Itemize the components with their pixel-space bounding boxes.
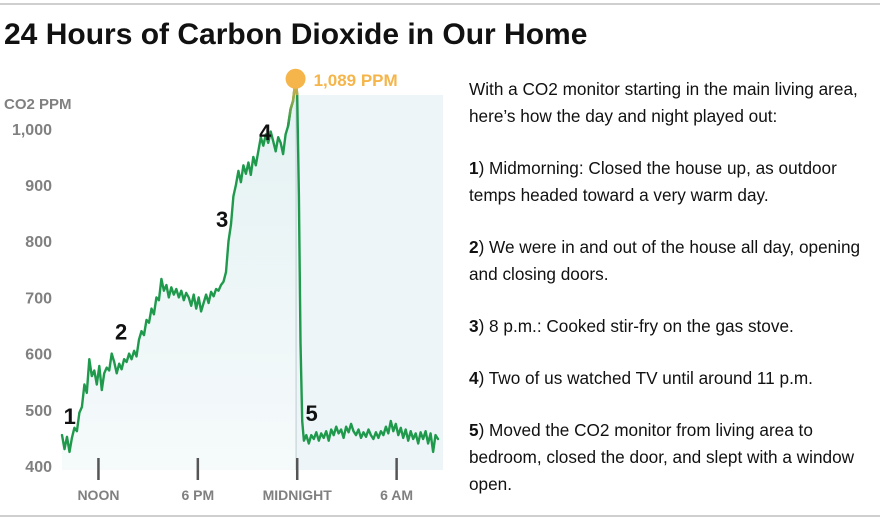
note-number: 3 [469, 316, 479, 336]
night-background [295, 95, 443, 470]
annotation-marker: 3 [216, 207, 228, 232]
note-item-1: 1) Midmorning: Closed the house up, as o… [469, 155, 877, 209]
note-item-4: 4) Two of us watched TV until around 11 … [469, 365, 877, 392]
note-number: 1 [469, 158, 479, 178]
annotation-marker: 4 [259, 120, 272, 145]
x-tick-label: MIDNIGHT [263, 487, 333, 503]
note-number: 4 [469, 368, 479, 388]
y-tick-label: 900 [25, 178, 52, 195]
note-item-2: 2) We were in and out of the house all d… [469, 234, 877, 288]
note-item-5: 5) Moved the CO2 monitor from living are… [469, 417, 877, 498]
x-tick-label: 6 AM [380, 487, 413, 503]
note-text: ) Midmorning: Closed the house up, as ou… [469, 158, 837, 205]
note-text: ) We were in and out of the house all da… [469, 237, 861, 284]
bottom-rule [0, 515, 880, 517]
y-axis-title: CO2 PPM [4, 96, 72, 113]
note-text: ) Moved the CO2 monitor from living area… [469, 420, 855, 494]
notes-panel: With a CO2 monitor starting in the main … [469, 76, 877, 523]
y-tick-label: 600 [25, 347, 52, 364]
note-item-3: 3) 8 p.m.: Cooked stir-fry on the gas st… [469, 313, 877, 340]
data-layer [60, 68, 440, 480]
y-tick-label: 700 [25, 290, 52, 307]
y-tick-label: 1,000 [12, 122, 52, 139]
note-number: 2 [469, 237, 479, 257]
annotation-marker: 5 [306, 401, 318, 426]
background-layer [295, 95, 443, 470]
co2-series-line [60, 77, 440, 454]
peak-label: 1,089 PPM [314, 71, 398, 90]
y-tick-label: 400 [25, 459, 52, 476]
annotation-marker: 2 [115, 320, 127, 345]
chart-title: 24 Hours of Carbon Dioxide in Our Home [4, 18, 588, 51]
annotation-marker: 1 [64, 404, 76, 429]
notes-intro: With a CO2 monitor starting in the main … [469, 79, 858, 126]
x-tick-label: 6 PM [181, 487, 214, 503]
x-tick-label: NOON [77, 487, 119, 503]
note-number: 5 [469, 420, 479, 440]
co2-line-chart: 1,089 PPM CO2 PPM 400 500 600 700 800 900 1,000 N… [4, 68, 443, 503]
note-text: ) 8 p.m.: Cooked stir-fry on the gas sto… [478, 316, 794, 336]
label-layer: 1,089 PPM CO2 PPM 400 500 600 700 800 900 1,000 N… [4, 71, 413, 503]
top-rule [0, 3, 880, 5]
area-fill [62, 78, 296, 471]
peak-marker [285, 68, 306, 89]
note-text: ) Two of us watched TV until around 11 p… [478, 368, 813, 388]
y-tick-label: 500 [25, 403, 52, 420]
y-tick-label: 800 [25, 234, 52, 251]
